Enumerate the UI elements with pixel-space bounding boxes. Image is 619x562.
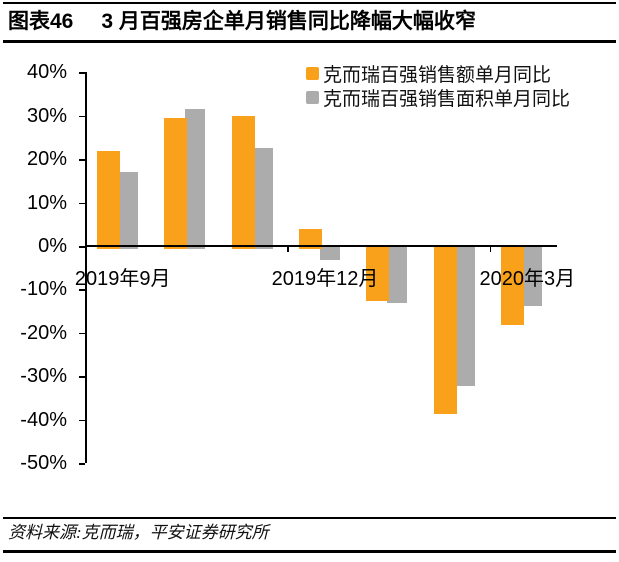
x-axis-label: 2019年12月 xyxy=(271,268,379,290)
y-axis-label: 10% xyxy=(26,191,67,214)
source-rule-bottom xyxy=(3,550,616,553)
top-rule xyxy=(3,2,616,4)
legend-swatch-gray-icon xyxy=(306,91,319,104)
x-axis-label: 2019年9月 xyxy=(74,268,171,290)
x-axis-label: 2020年3月 xyxy=(479,268,576,290)
bar-sales-value-2020年1月 xyxy=(366,247,390,302)
y-axis-tick xyxy=(79,72,85,74)
bar-sales-area-2020年2月 xyxy=(454,247,475,386)
bar-sales-value-2019年9月 xyxy=(96,150,120,249)
x-axis-tick xyxy=(489,246,492,252)
figure-title-text: 3 月百强房企单月销售同比降幅大幅收窄 xyxy=(101,10,476,33)
legend-label: 克而瑞百强销售面积单月同比 xyxy=(323,89,571,110)
legend-item-sales-value: 克而瑞百强销售额单月同比 xyxy=(306,62,570,86)
figure-number: 图表46 xyxy=(8,10,74,33)
x-axis-tick xyxy=(287,246,289,252)
y-axis-line xyxy=(85,72,87,463)
y-axis-tick xyxy=(79,463,85,465)
source-rule-top xyxy=(3,517,616,519)
y-axis-label: 30% xyxy=(26,104,67,127)
y-axis-label: -10% xyxy=(20,278,67,301)
figure-title: 图表46 3 月百强房企单月销售同比降幅大幅收窄 xyxy=(8,9,611,35)
y-axis-label: -50% xyxy=(20,452,67,474)
bar-sales-area-2019年10月 xyxy=(185,109,206,249)
y-axis-label: -30% xyxy=(20,365,67,388)
legend-swatch-orange-icon xyxy=(306,67,319,80)
title-rule xyxy=(3,40,616,43)
bar-sales-area-2019年9月 xyxy=(117,172,138,249)
y-axis-tick xyxy=(79,332,85,335)
legend-item-sales-area: 克而瑞百强销售面积单月同比 xyxy=(306,86,571,110)
y-axis-tick xyxy=(79,115,85,118)
source-note: 资料来源:克而瑞，平安证券研究所 xyxy=(8,523,269,542)
y-axis-label: 40% xyxy=(26,61,67,84)
y-axis-tick xyxy=(79,376,85,378)
chart-legend: 克而瑞百强销售额单月同比 克而瑞百强销售面积单月同比 xyxy=(306,62,571,110)
bar-sales-value-2020年2月 xyxy=(433,247,457,415)
y-axis-tick xyxy=(79,159,85,161)
bar-sales-value-2020年3月 xyxy=(501,247,525,326)
bar-sales-area-2019年11月 xyxy=(252,148,273,249)
y-axis-tick xyxy=(79,419,85,422)
y-axis-tick xyxy=(79,246,85,248)
bar-sales-area-2019年12月 xyxy=(320,247,340,261)
y-axis-tick xyxy=(79,202,85,205)
bar-sales-value-2019年10月 xyxy=(164,117,188,249)
legend-label: 克而瑞百强销售额单月同比 xyxy=(323,65,552,86)
bar-sales-value-2019年12月 xyxy=(299,228,322,249)
bar-sales-area-2020年3月 xyxy=(522,247,543,306)
y-axis-label: 0% xyxy=(38,235,67,257)
bar-sales-area-2020年1月 xyxy=(387,247,408,304)
y-axis-tick xyxy=(79,289,85,291)
y-axis-label: -20% xyxy=(20,321,67,344)
y-axis-label: 20% xyxy=(26,148,67,171)
bar-sales-value-2019年11月 xyxy=(231,115,255,249)
y-axis-label: -40% xyxy=(20,408,67,431)
x-axis-line xyxy=(85,245,557,247)
